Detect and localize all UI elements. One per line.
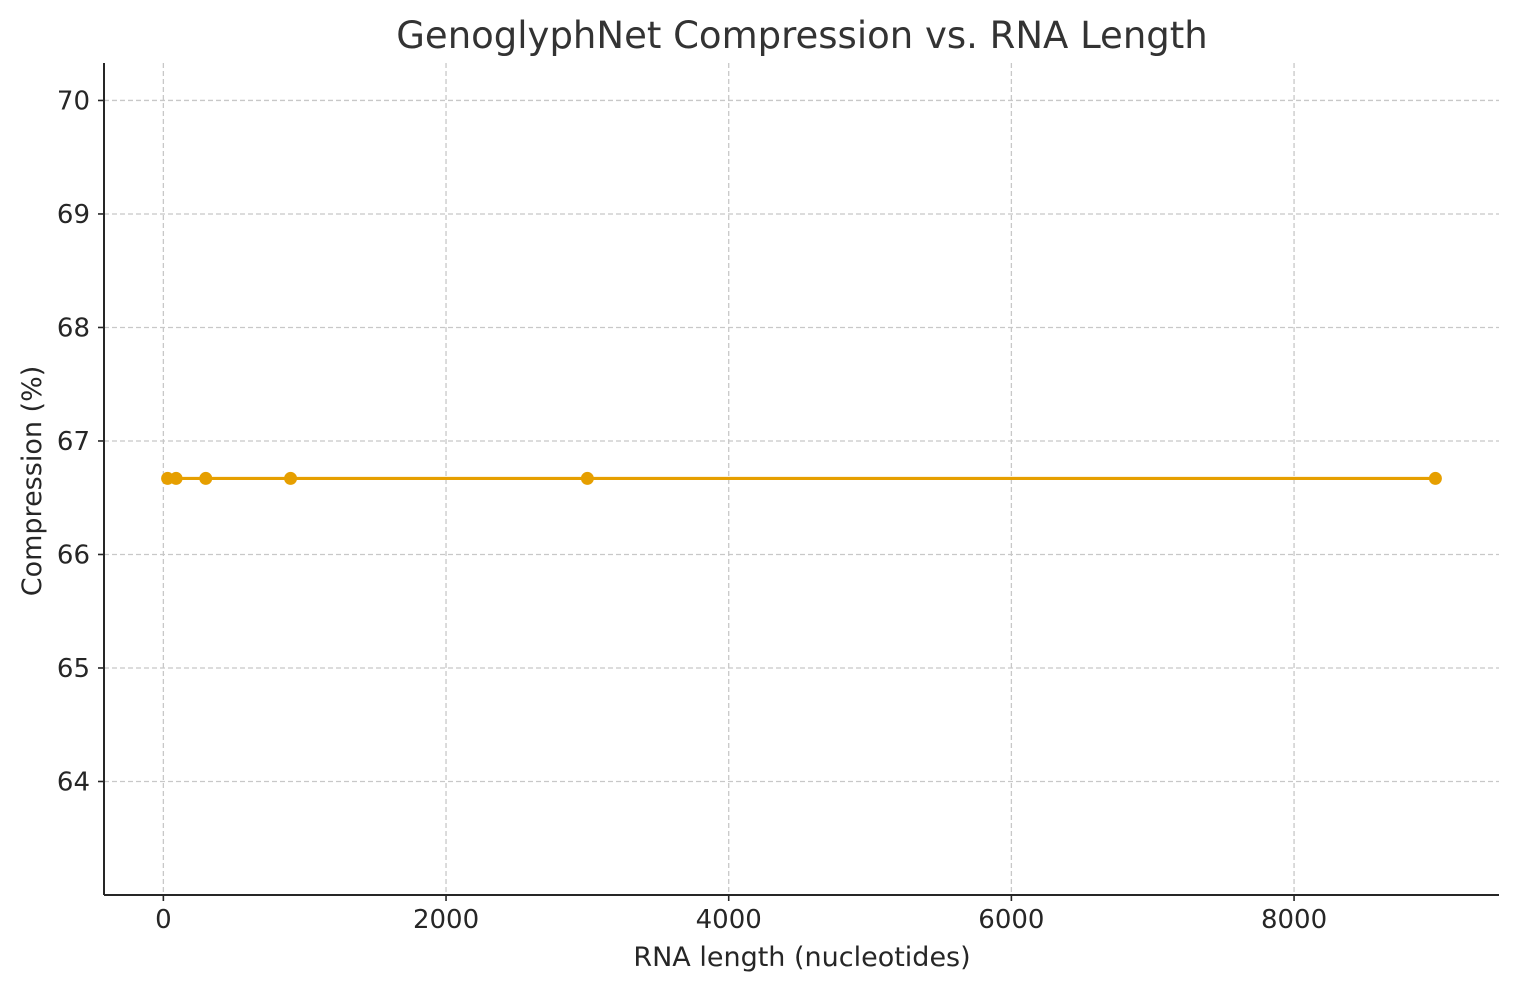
x-axis-label: RNA length (nucleotides) (633, 942, 970, 973)
y-tick-label: 68 (57, 313, 90, 343)
y-tick-label: 69 (57, 200, 90, 230)
y-axis-label: Compression (%) (17, 366, 48, 597)
y-tick-label: 67 (57, 427, 90, 457)
data-series (161, 471, 1442, 485)
x-tick-label: 2000 (413, 905, 479, 935)
data-point (284, 471, 298, 485)
x-tick-label: 6000 (978, 905, 1044, 935)
data-point (580, 471, 594, 485)
y-tick-label: 70 (57, 86, 90, 116)
y-tick-label: 64 (57, 767, 90, 797)
y-tick-label: 65 (57, 654, 90, 684)
y-tick-label: 66 (57, 540, 90, 570)
data-point (169, 471, 183, 485)
chart-title: GenoglyphNet Compression vs. RNA Length (396, 14, 1207, 57)
x-tick-label: 4000 (696, 905, 762, 935)
data-point (1428, 471, 1442, 485)
data-point (199, 471, 213, 485)
axis-ticks: 0 2000 4000 6000 8000 64 65 66 67 68 69 70 (57, 86, 1327, 935)
x-tick-label: 8000 (1261, 905, 1327, 935)
axes-spines (103, 63, 1499, 896)
x-tick-label: 0 (155, 905, 172, 935)
